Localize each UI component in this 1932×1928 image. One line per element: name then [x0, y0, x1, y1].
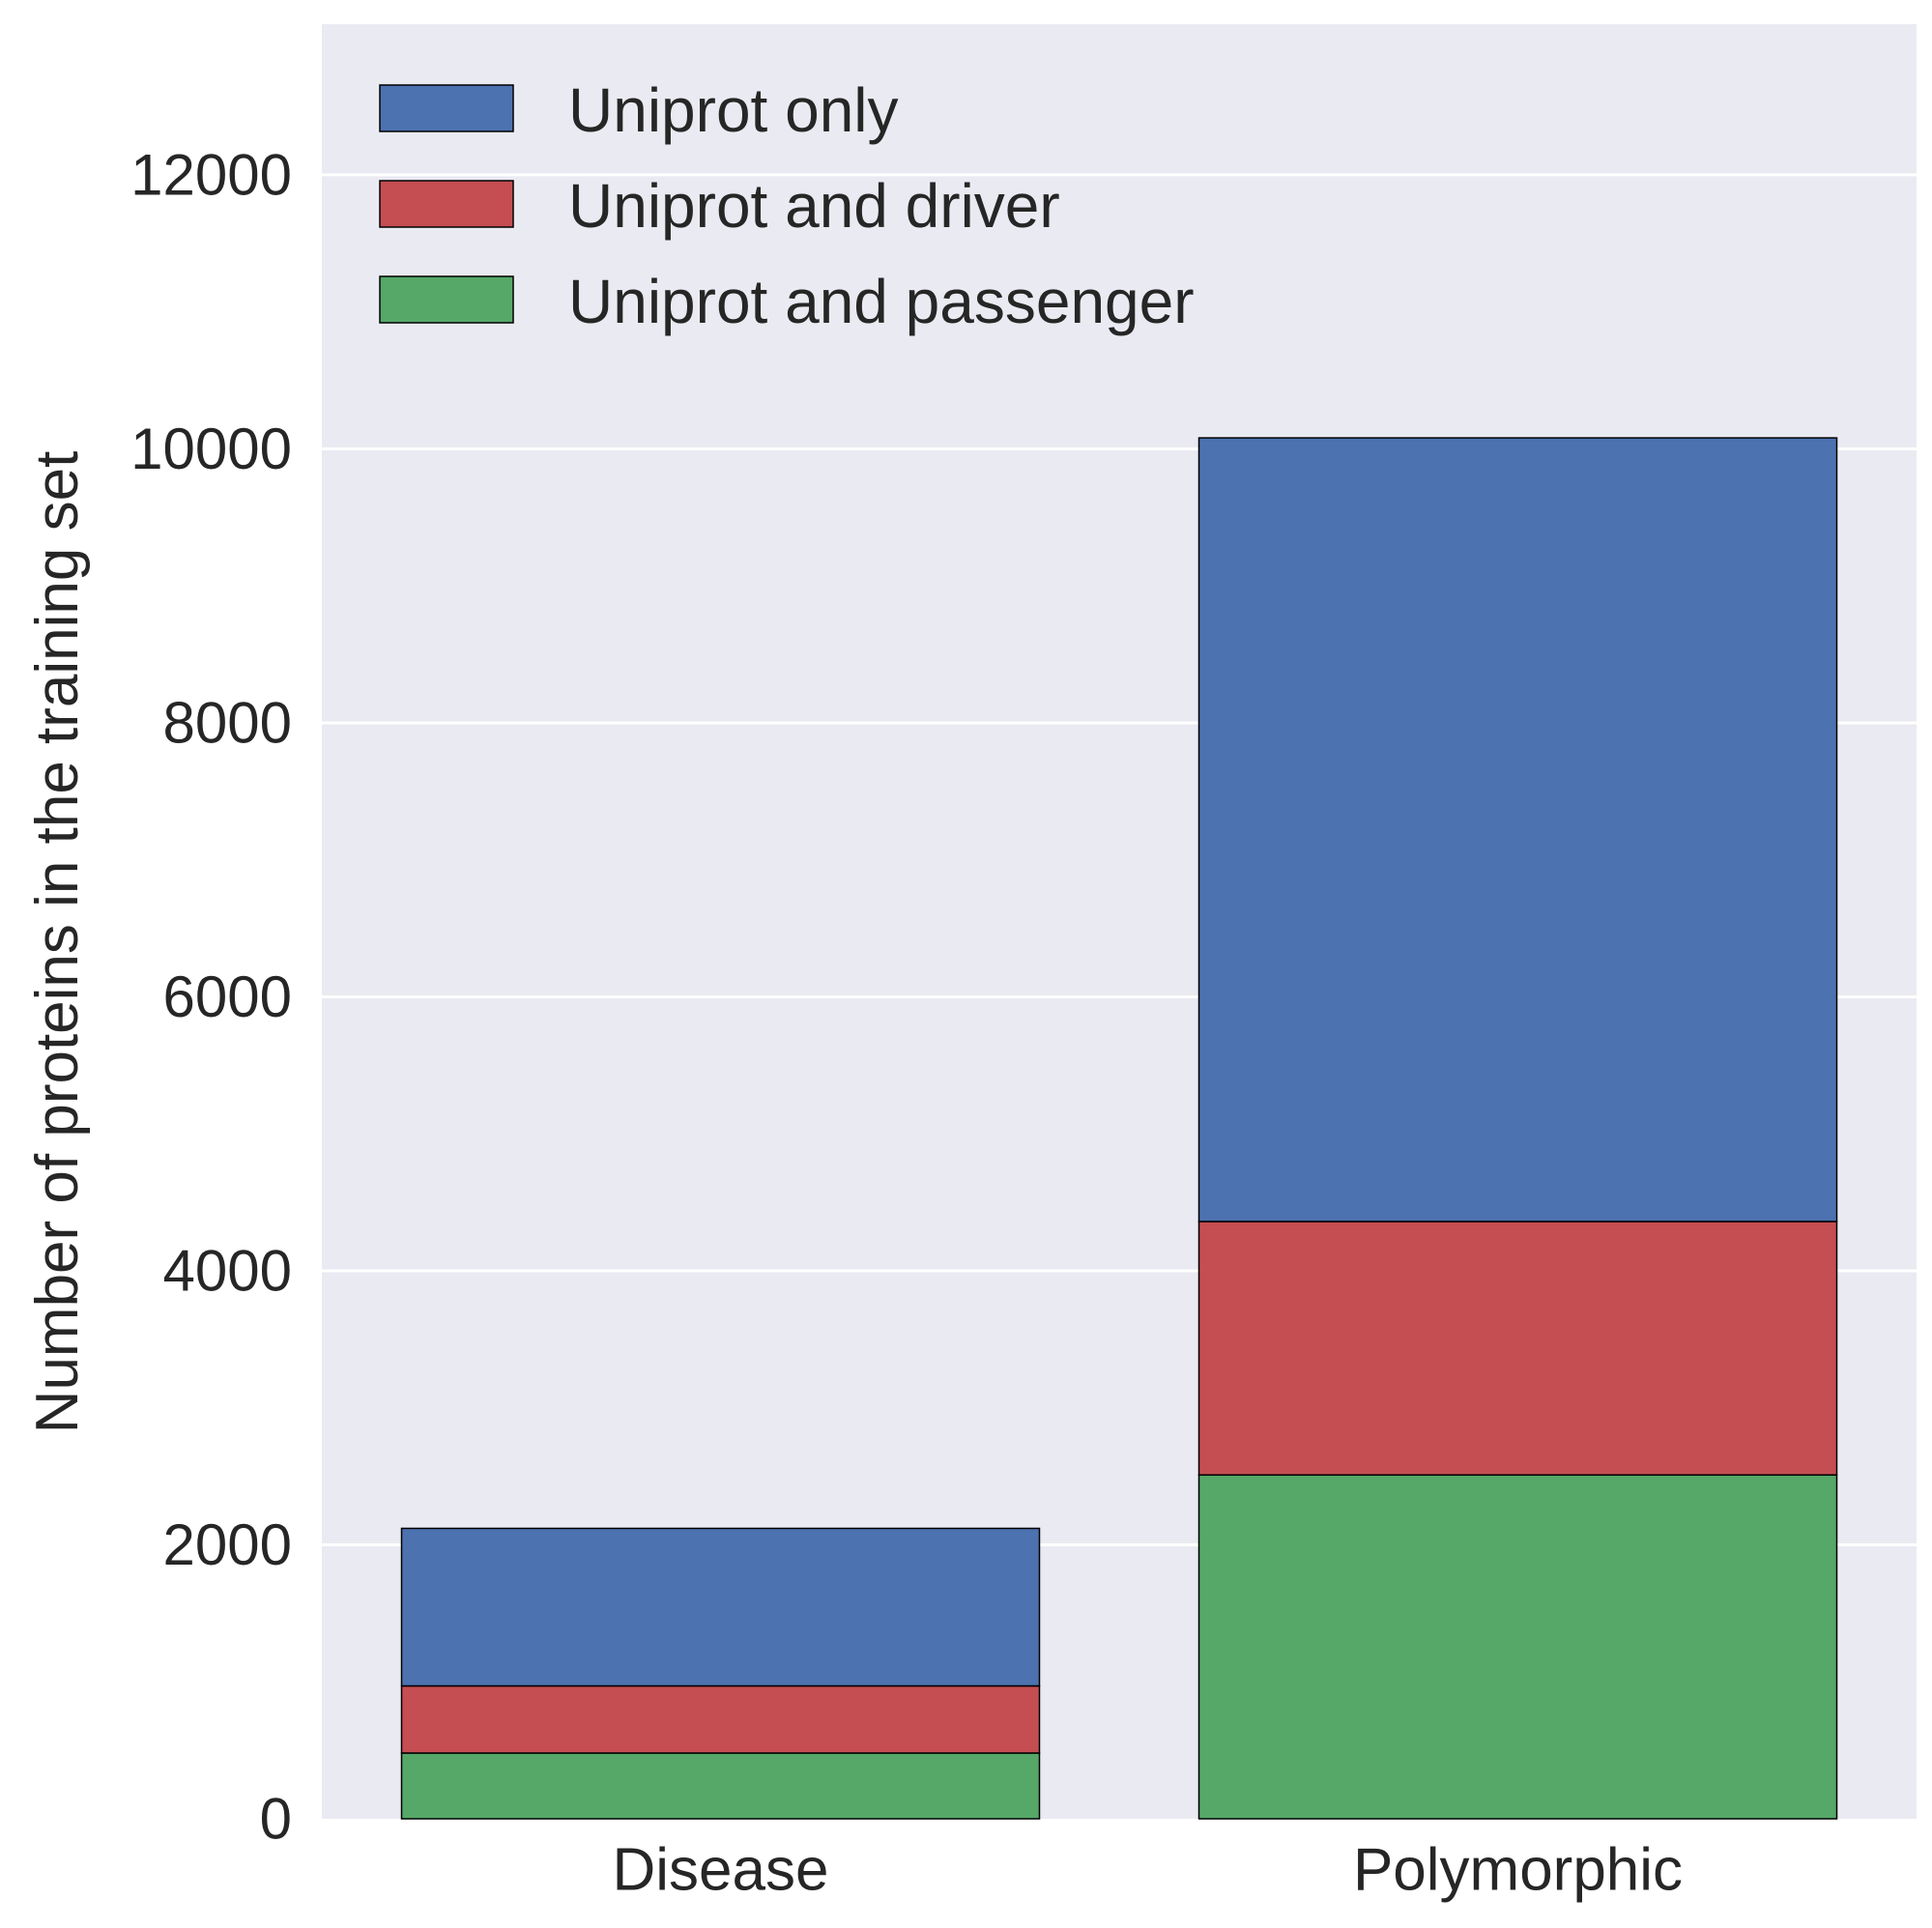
legend-swatch — [379, 275, 514, 324]
y-axis-label: Number of proteins in the training set — [24, 451, 91, 1434]
bar-polymorphic-uniprot-and-driver — [1197, 1221, 1838, 1476]
y-tick-label: 2000 — [163, 1512, 292, 1577]
y-tick-label: 4000 — [163, 1238, 292, 1303]
legend-swatch — [379, 84, 514, 132]
y-tick-label: 6000 — [163, 964, 292, 1029]
bar-polymorphic-uniprot-and-passenger — [1197, 1474, 1838, 1820]
bars — [400, 437, 1838, 1820]
y-tick-label: 8000 — [163, 690, 292, 755]
y-tick-labels: 0 2000 4000 6000 8000 10000 12000 — [130, 142, 292, 1851]
y-tick-label: 0 — [260, 1787, 292, 1852]
y-tick-label: 12000 — [130, 142, 292, 207]
y-tick-label: 10000 — [130, 417, 292, 481]
bar-polymorphic-uniprot-only — [1197, 437, 1838, 1223]
legend-swatch — [379, 180, 514, 228]
bar-disease-uniprot-and-passenger — [400, 1752, 1041, 1820]
x-tick-labels: Disease Polymorphic — [613, 1837, 1684, 1904]
legend-label: Uniprot and driver — [568, 171, 1060, 241]
x-tick-label: Polymorphic — [1353, 1837, 1683, 1904]
bar-disease-uniprot-and-driver — [400, 1684, 1041, 1754]
legend-label: Uniprot and passenger — [568, 267, 1195, 336]
x-tick-label: Disease — [613, 1837, 829, 1904]
bar-disease-uniprot-only — [400, 1527, 1041, 1687]
legend-label: Uniprot only — [568, 75, 899, 145]
legend: Uniprot only Uniprot and driver Uniprot an… — [379, 75, 1195, 336]
